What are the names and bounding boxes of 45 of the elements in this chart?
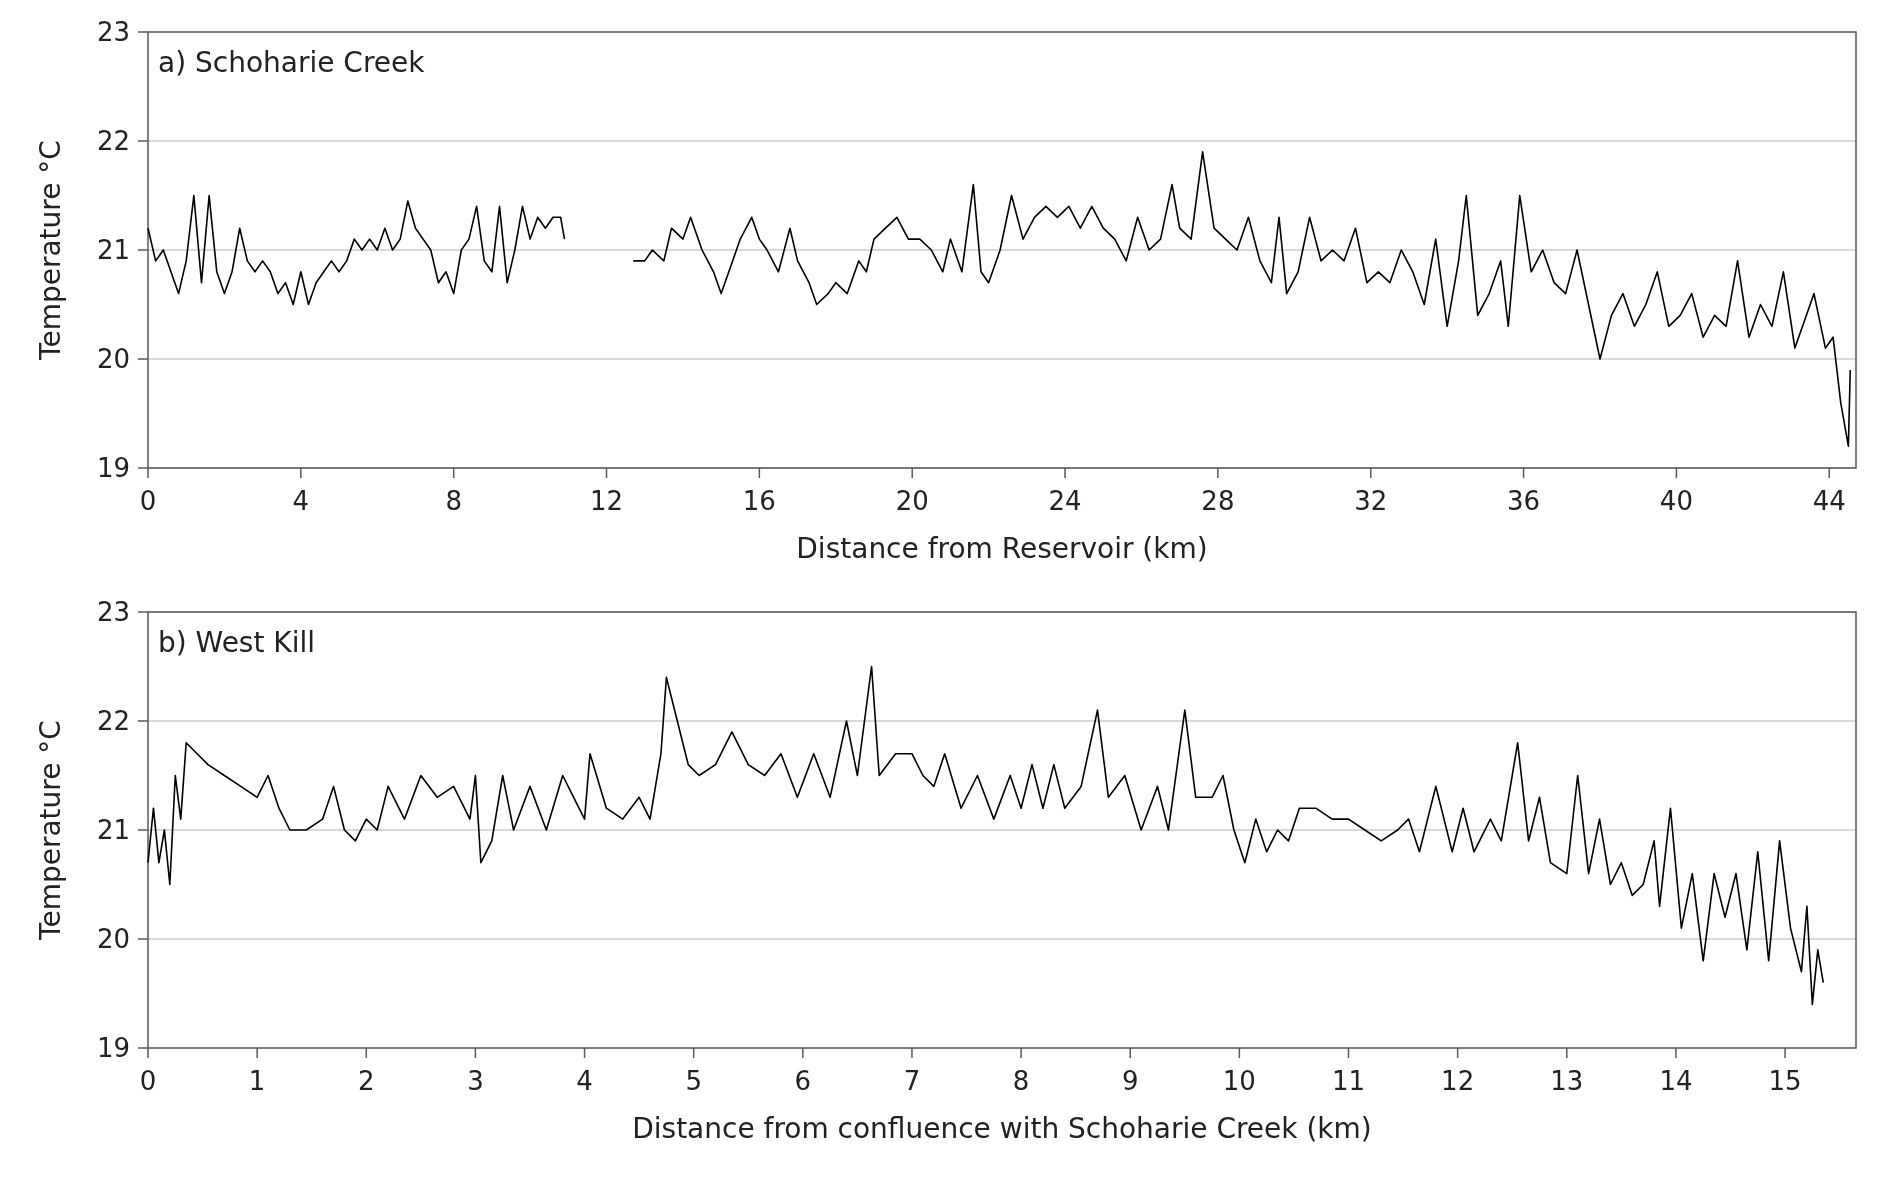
- y-axis-title: Temperature °C: [34, 140, 67, 361]
- x-tick-label: 11: [1331, 1066, 1366, 1096]
- x-tick-label: 15: [1768, 1066, 1802, 1096]
- x-tick-label: 5: [685, 1066, 702, 1096]
- text: b) West Kill: [158, 626, 316, 659]
- x-tick-label: 28: [1201, 486, 1235, 516]
- y-tick-label: 22: [96, 126, 130, 157]
- x-tick-label: 24: [1048, 486, 1082, 516]
- x-tick-label: 36: [1507, 486, 1541, 516]
- x-tick-label: 4: [576, 1066, 593, 1096]
- x-tick-label: 20: [895, 486, 929, 516]
- y-tick-label: 20: [96, 924, 130, 955]
- x-tick-label: 1: [248, 1066, 266, 1096]
- y-tick-label: 21: [96, 815, 130, 846]
- x-tick-label: 6: [794, 1066, 812, 1096]
- x-tick-label: 2: [358, 1066, 375, 1096]
- x-tick-label: 44: [1812, 486, 1846, 516]
- y-tick-label: 20: [96, 344, 130, 375]
- y-axis-title: Temperature °C: [34, 720, 67, 941]
- x-tick-label: 0: [139, 1066, 157, 1096]
- x-tick-label: 12: [589, 486, 624, 516]
- x-tick-label: 40: [1659, 486, 1693, 516]
- y-tick-label: 19: [96, 453, 130, 484]
- x-tick-label: 8: [445, 486, 462, 516]
- x-tick-label: 10: [1222, 1066, 1256, 1096]
- x-axis-title: Distance from confluence with Schoharie Creek (km): [632, 1112, 1372, 1145]
- x-tick-label: 0: [139, 486, 157, 516]
- x-tick-label: 7: [903, 1066, 921, 1096]
- y-tick-label: 23: [96, 17, 130, 48]
- x-tick-label: 13: [1550, 1066, 1584, 1096]
- line-series: [147, 665, 1825, 1006]
- y-tick-label: 21: [96, 235, 130, 266]
- x-tick-label: 9: [1121, 1066, 1139, 1096]
- y-tick-label: 23: [96, 597, 130, 628]
- x-tick-label: 3: [467, 1066, 484, 1096]
- text: a) Schoharie Creek: [158, 46, 426, 79]
- x-tick-label: 14: [1659, 1066, 1693, 1096]
- y-tick-label: 19: [96, 1033, 130, 1064]
- x-tick-label: 12: [1441, 1066, 1475, 1096]
- x-tick-label: 8: [1012, 1066, 1030, 1096]
- x-tick-label: 16: [742, 486, 776, 516]
- x-axis-title: Distance from Reservoir (km): [796, 532, 1208, 565]
- x-tick-label: 4: [292, 486, 310, 516]
- x-tick-label: 32: [1354, 486, 1388, 516]
- y-tick-label: 22: [96, 706, 130, 737]
